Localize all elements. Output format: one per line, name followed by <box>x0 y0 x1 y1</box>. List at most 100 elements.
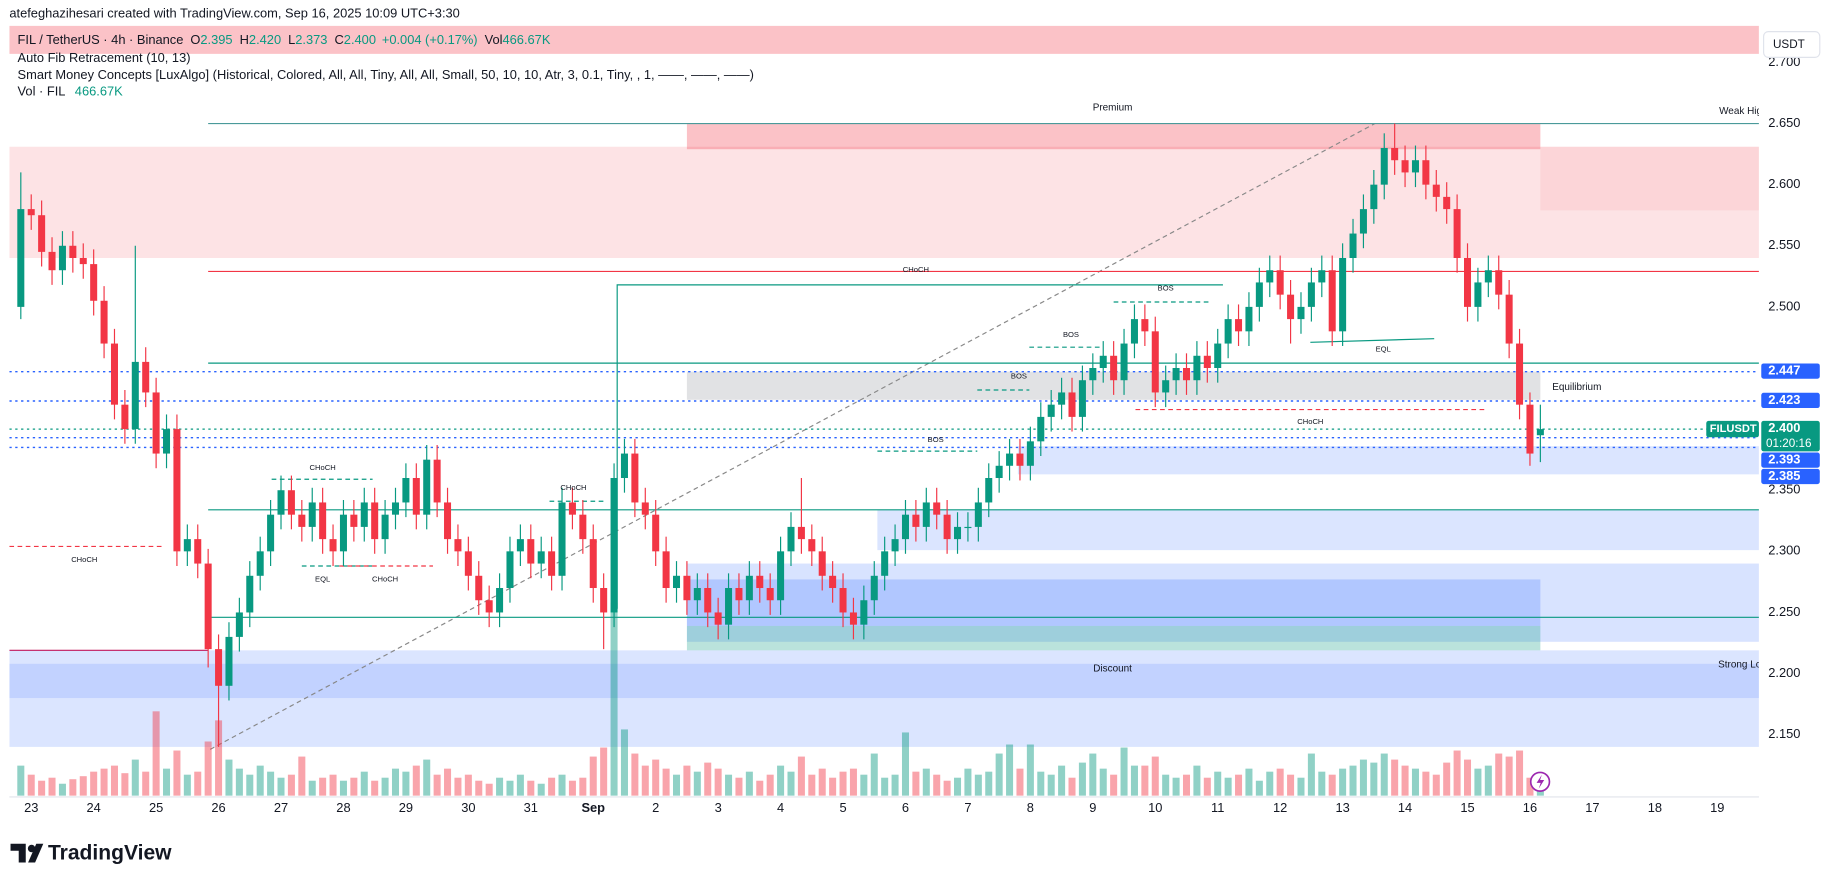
volume-bar <box>1297 777 1305 796</box>
x-tick-label: 5 <box>839 800 846 815</box>
volume-bar <box>704 762 712 796</box>
y-tick-label: 2.650 <box>1768 115 1800 130</box>
candle-body <box>58 245 66 271</box>
volume-bar <box>1110 774 1118 796</box>
candle-body <box>1318 270 1326 283</box>
candle-body <box>454 539 462 552</box>
candle-body <box>1235 319 1243 332</box>
volume-bar <box>1078 762 1086 796</box>
volume-bar <box>891 774 899 796</box>
x-tick-label: 24 <box>87 800 101 815</box>
annotation: BOS <box>1011 372 1027 381</box>
candle-body <box>891 539 899 552</box>
candle-body <box>215 649 223 686</box>
candle-body <box>881 551 889 576</box>
candle-body <box>131 361 139 430</box>
volume-bar <box>308 780 316 796</box>
x-tick-label: 2 <box>652 800 659 815</box>
volume-bar <box>610 602 618 796</box>
x-tick-label: 25 <box>149 800 163 815</box>
candle-body <box>808 539 816 552</box>
volume-bar <box>1203 777 1211 796</box>
volume-bar <box>527 780 535 796</box>
volume-bar <box>1432 774 1440 796</box>
candle-body <box>152 392 160 454</box>
legend-item: 2.395 <box>200 32 232 47</box>
candle-body <box>204 563 212 650</box>
zone <box>686 123 1541 150</box>
volume-bar <box>360 771 368 796</box>
volume-bar <box>391 768 400 796</box>
volume-bar <box>1245 768 1253 796</box>
candle-body <box>194 539 202 564</box>
volume-bar <box>1359 759 1367 796</box>
volume-bar <box>839 771 847 796</box>
volume-bar <box>277 777 285 796</box>
candle-body <box>350 514 358 527</box>
currency-box[interactable] <box>1763 31 1821 58</box>
zone <box>1540 146 1759 211</box>
y-tick-label: 2.300 <box>1768 543 1800 558</box>
candle-body <box>714 612 722 625</box>
volume-bar <box>454 777 462 796</box>
candle-body <box>1255 282 1263 307</box>
candle-body <box>360 502 368 527</box>
volume-bar <box>1162 774 1170 796</box>
annotation: EQL <box>315 574 330 583</box>
candle-body <box>90 264 98 301</box>
candle-body <box>1328 270 1336 332</box>
volume-bar <box>1391 759 1399 796</box>
annotation: CHoCH <box>1297 417 1323 426</box>
last-price-name: FILUSDT <box>1710 423 1757 435</box>
volume-bar <box>319 777 327 796</box>
x-tick-label: 3 <box>715 800 722 815</box>
candle-body <box>1058 392 1066 405</box>
candle-body <box>787 526 795 552</box>
volume-bar <box>27 774 35 796</box>
candle-body <box>693 588 701 601</box>
candle-body <box>267 514 275 552</box>
candle-body <box>1349 233 1357 258</box>
candle-body <box>620 453 628 479</box>
volume-bar <box>38 780 46 796</box>
candle-body <box>1193 355 1201 381</box>
x-tick-label: 12 <box>1273 800 1287 815</box>
candle-body <box>672 575 681 589</box>
volume-bar <box>90 771 98 796</box>
candle-body <box>1432 184 1440 197</box>
volume-bar <box>1474 768 1482 796</box>
candle-body <box>933 502 941 515</box>
annotation: CHoCH <box>903 265 929 274</box>
candle-body <box>818 551 826 576</box>
volume-bar <box>267 771 275 796</box>
candle-body <box>964 526 972 529</box>
candle-body <box>444 502 452 540</box>
volume-bar <box>1089 753 1097 796</box>
volume-bar <box>600 747 608 796</box>
volume-bar <box>672 774 681 796</box>
candle-body <box>1422 160 1430 185</box>
volume-bar <box>1266 771 1274 796</box>
volume-bar <box>1016 768 1024 796</box>
volume-bar <box>287 774 295 796</box>
legend-item: C <box>335 32 344 47</box>
candle-body <box>79 257 87 265</box>
volume-bar <box>964 768 972 796</box>
alert-icon[interactable] <box>1529 771 1551 792</box>
volume-bar <box>381 777 389 796</box>
volume-bar <box>1526 777 1534 796</box>
volume-bar <box>1339 768 1347 796</box>
candle-body <box>1016 453 1024 466</box>
annotation: Equilibrium <box>1552 382 1601 393</box>
volume-bar <box>142 771 150 796</box>
candle-body <box>631 453 639 503</box>
volume-bar <box>537 783 545 796</box>
volume-bar <box>683 765 691 796</box>
candle-body <box>870 575 878 601</box>
structure-line <box>1310 338 1435 343</box>
volume-bar <box>922 768 930 796</box>
volume-bar <box>1182 774 1191 796</box>
price-level-box <box>1761 452 1820 468</box>
